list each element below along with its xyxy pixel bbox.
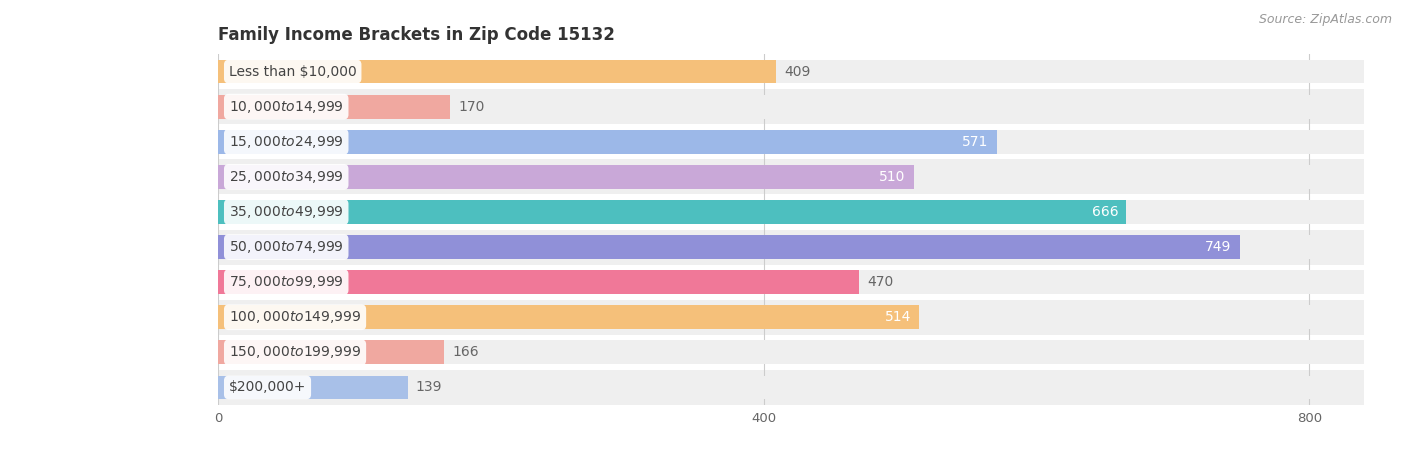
Text: Less than $10,000: Less than $10,000 <box>229 64 357 79</box>
Text: 166: 166 <box>453 345 479 360</box>
Text: $15,000 to $24,999: $15,000 to $24,999 <box>229 134 343 150</box>
Bar <box>218 165 1364 189</box>
Bar <box>218 94 450 119</box>
Bar <box>218 130 1364 154</box>
Bar <box>218 270 859 294</box>
Text: 749: 749 <box>1205 240 1232 254</box>
Bar <box>218 59 776 84</box>
Bar <box>218 370 1364 405</box>
Bar <box>218 305 1364 329</box>
Bar <box>218 300 1364 335</box>
Text: 409: 409 <box>785 64 810 79</box>
Bar <box>218 270 1364 294</box>
Text: 666: 666 <box>1091 205 1118 219</box>
Text: 139: 139 <box>416 380 443 395</box>
Text: Source: ZipAtlas.com: Source: ZipAtlas.com <box>1258 14 1392 27</box>
Text: $10,000 to $14,999: $10,000 to $14,999 <box>229 99 343 115</box>
Text: $35,000 to $49,999: $35,000 to $49,999 <box>229 204 343 220</box>
Bar <box>218 265 1364 300</box>
Bar <box>218 130 997 154</box>
Bar <box>218 235 1364 259</box>
Text: 170: 170 <box>458 99 485 114</box>
Bar <box>218 194 1364 230</box>
Bar <box>218 335 1364 370</box>
Bar <box>218 200 1364 224</box>
Text: 510: 510 <box>879 170 905 184</box>
Text: 514: 514 <box>884 310 911 324</box>
Bar <box>218 375 408 400</box>
Text: Family Income Brackets in Zip Code 15132: Family Income Brackets in Zip Code 15132 <box>218 26 614 44</box>
Bar <box>218 89 1364 124</box>
Text: $50,000 to $74,999: $50,000 to $74,999 <box>229 239 343 255</box>
Text: $150,000 to $199,999: $150,000 to $199,999 <box>229 344 361 360</box>
Bar <box>218 340 444 364</box>
Bar <box>218 94 1364 119</box>
Text: $200,000+: $200,000+ <box>229 380 307 395</box>
Bar <box>218 305 920 329</box>
Text: 571: 571 <box>962 135 988 149</box>
Text: $100,000 to $149,999: $100,000 to $149,999 <box>229 309 361 325</box>
Bar <box>218 54 1364 89</box>
Bar <box>218 159 1364 194</box>
Bar <box>218 230 1364 265</box>
Bar <box>218 124 1364 159</box>
Bar <box>218 375 1364 400</box>
Text: $25,000 to $34,999: $25,000 to $34,999 <box>229 169 343 185</box>
Bar <box>218 200 1126 224</box>
Text: 470: 470 <box>868 275 894 289</box>
Bar <box>218 340 1364 364</box>
Text: $75,000 to $99,999: $75,000 to $99,999 <box>229 274 343 290</box>
Bar <box>218 165 914 189</box>
Bar <box>218 235 1240 259</box>
Bar <box>218 59 1364 84</box>
